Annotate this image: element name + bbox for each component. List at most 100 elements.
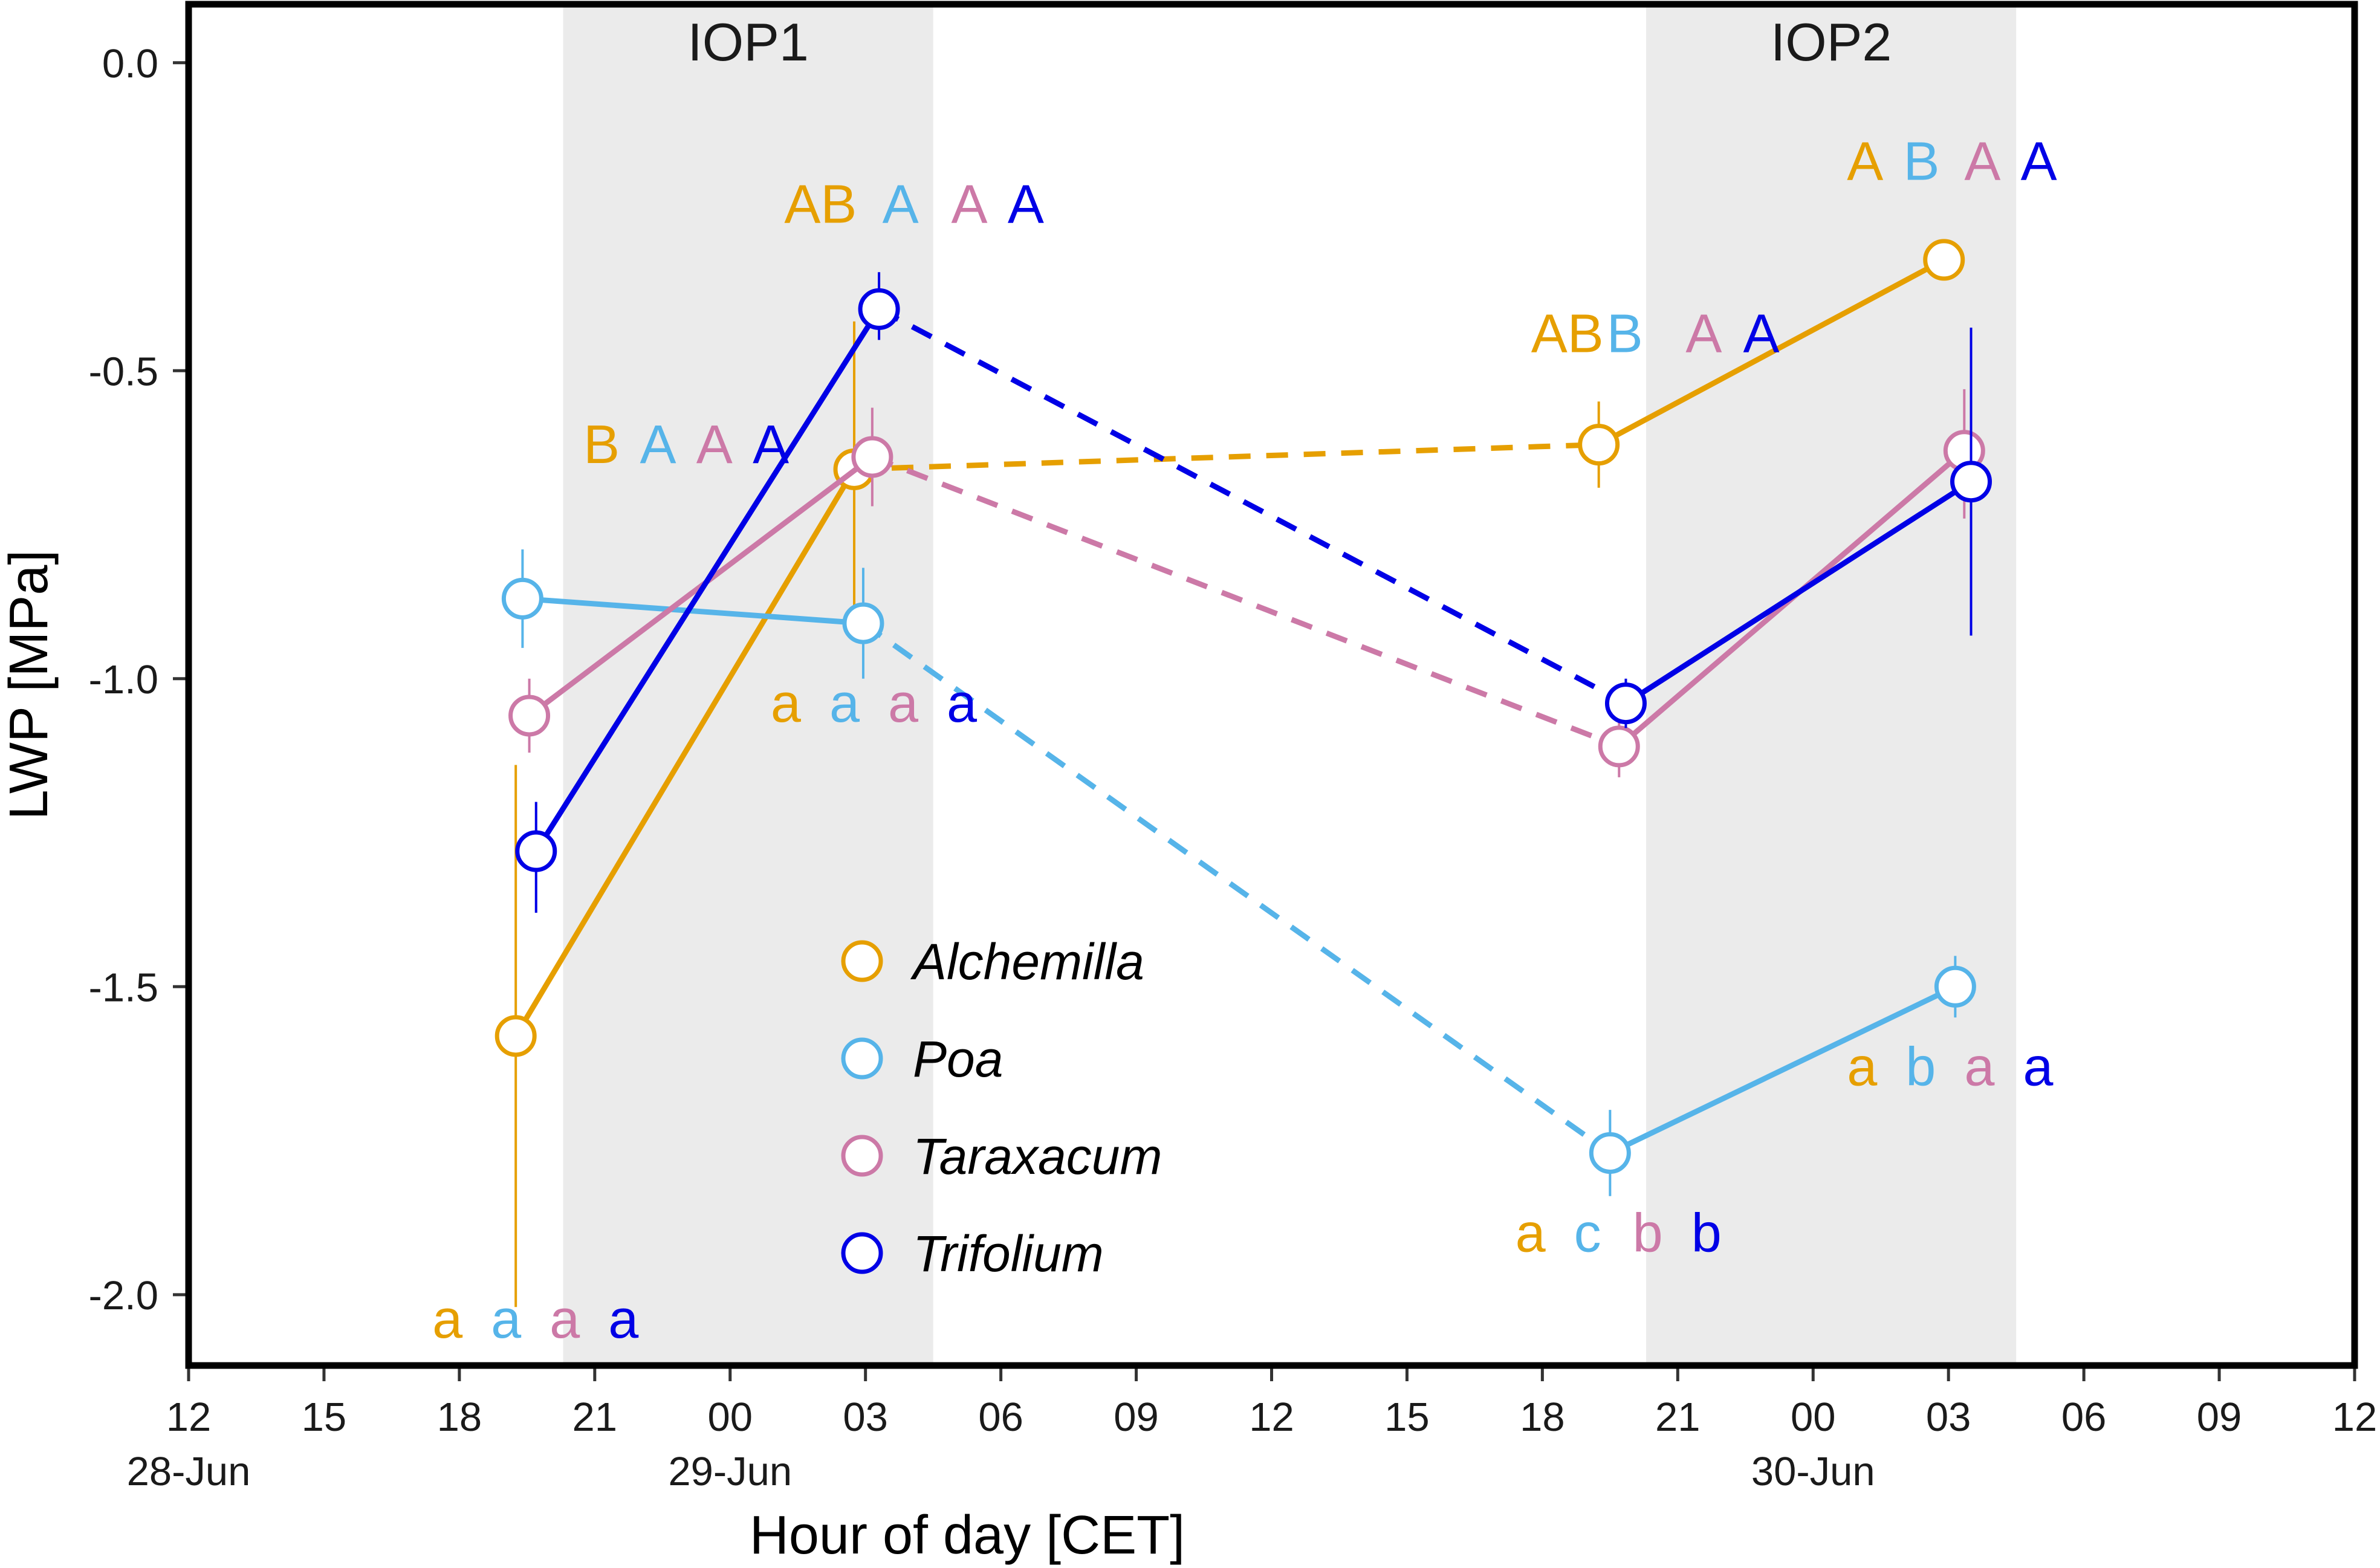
x-tick-label-8: 12 <box>1249 1395 1294 1440</box>
legend-marker-taraxacum <box>841 1135 883 1177</box>
x-tick-label-14: 06 <box>2061 1395 2107 1440</box>
significance-letters: B A A AAB A A AAB B A AA B A Aa a a aa a a aa c b ba b a a <box>432 131 2057 1350</box>
poa-point-0 <box>501 577 543 620</box>
lower-letter-0-2: a <box>550 1289 580 1350</box>
x-tick-label-1: 15 <box>302 1395 347 1440</box>
x-tick-label-9: 15 <box>1384 1395 1430 1440</box>
upper-letter-1-2: A <box>952 175 988 235</box>
iop1-label: IOP1 <box>687 12 809 72</box>
x-tick-label-2: 18 <box>437 1395 482 1440</box>
x-tick-label-6: 06 <box>978 1395 1023 1440</box>
lower-letter-3-2: a <box>1964 1037 1995 1097</box>
x-tick-label-5: 03 <box>843 1395 888 1440</box>
y-tick-label-3: -1.5 <box>89 965 158 1010</box>
alchemilla-point-3 <box>1923 239 1965 281</box>
upper-letter-0-3: A <box>753 415 789 475</box>
lower-letter-2-2: b <box>1633 1203 1663 1263</box>
plot-frame <box>185 1 2358 1369</box>
lower-letter-1-0: a <box>771 673 802 734</box>
y-axis-ticks: 0.0 -0.5 -1.0 -1.5 -2.0 <box>89 41 189 1318</box>
upper-letter-0-1: A <box>640 415 676 475</box>
y-axis-title: LWP [MPa] <box>0 550 59 820</box>
poa-point-3 <box>1934 965 1976 1008</box>
x-tick-label-11: 21 <box>1655 1395 1701 1440</box>
data-series <box>494 239 1993 1307</box>
lower-letter-1-3: a <box>947 673 978 734</box>
legend: Alchemilla Poa Taraxacum Trifolium <box>841 933 1162 1282</box>
upper-letter-1-0: AB <box>784 175 857 235</box>
date-label-30-jun: 30-Jun <box>1751 1449 1875 1494</box>
upper-letter-2-3: A <box>1743 304 1780 364</box>
lower-letter-3-3: a <box>2023 1037 2054 1097</box>
lower-letter-0-3: a <box>608 1289 639 1350</box>
trifolium-line-segment-1 <box>877 306 1627 706</box>
y-tick-label-0: 0.0 <box>102 41 158 86</box>
x-tick-label-16: 12 <box>2332 1395 2378 1440</box>
trifolium-line-segment-2 <box>1624 479 1973 706</box>
x-tick-label-12: 00 <box>1791 1395 1836 1440</box>
x-axis-ticks: 12 15 18 21 00 03 06 09 12 15 18 21 00 03 06 09 12 28-Jun… <box>127 1366 2378 1494</box>
x-tick-label-4: 00 <box>707 1395 753 1440</box>
upper-letter-3-3: A <box>2021 131 2057 192</box>
alchemilla-point-0 <box>494 1015 537 1057</box>
legend-label-taraxacum: Taraxacum <box>913 1128 1162 1185</box>
trifolium-line-segment-0 <box>533 308 881 853</box>
lower-letter-2-1: c <box>1574 1203 1601 1263</box>
legend-label-alchemilla: Alchemilla <box>910 933 1144 990</box>
taraxacum-point-2 <box>1598 725 1640 768</box>
legend-marker-trifolium <box>841 1232 883 1274</box>
poa-line-segment-1 <box>861 621 1612 1156</box>
lower-letter-1-1: a <box>829 673 860 734</box>
lower-letter-2-3: b <box>1691 1203 1722 1263</box>
date-label-29-jun: 29-Jun <box>668 1449 792 1494</box>
taraxacum-line-segment-1 <box>871 454 1620 750</box>
upper-letter-3-0: A <box>1847 131 1883 192</box>
poa-point-1 <box>842 602 884 644</box>
iop2-label: IOP2 <box>1771 12 1892 72</box>
x-tick-label-15: 09 <box>2197 1395 2242 1440</box>
upper-letter-0-0: B <box>583 415 620 475</box>
x-tick-label-13: 03 <box>1926 1395 1971 1440</box>
lower-letter-0-0: a <box>432 1289 463 1350</box>
trifolium-point-2 <box>1604 682 1647 725</box>
x-tick-label-3: 21 <box>572 1395 618 1440</box>
alchemilla-point-2 <box>1578 424 1620 466</box>
alchemilla-line-segment-0 <box>513 468 857 1038</box>
upper-letter-1-1: A <box>883 175 919 235</box>
lower-letter-0-1: a <box>491 1289 522 1350</box>
y-tick-label-2: -1.0 <box>89 657 158 702</box>
date-label-28-jun: 28-Jun <box>127 1449 251 1494</box>
lower-letter-3-0: a <box>1847 1037 1878 1097</box>
lower-letter-3-1: b <box>1905 1037 1936 1097</box>
lower-letter-2-0: a <box>1516 1203 1546 1263</box>
iop2-band <box>1646 4 2017 1366</box>
alchemilla-line-segment-1 <box>854 442 1599 472</box>
y-tick-label-1: -0.5 <box>89 349 158 394</box>
taraxacum-point-1 <box>851 436 893 478</box>
trifolium-point-3 <box>1950 461 1993 503</box>
trifolium-point-0 <box>515 830 557 872</box>
upper-letter-3-1: B <box>1904 131 1940 192</box>
upper-letter-1-3: A <box>1008 175 1044 235</box>
legend-marker-alchemilla <box>841 940 883 982</box>
upper-letter-2-2: A <box>1685 304 1722 364</box>
trifolium-point-1 <box>858 288 900 330</box>
x-tick-label-0: 12 <box>166 1395 212 1440</box>
y-tick-label-4: -2.0 <box>89 1273 158 1318</box>
upper-letter-2-1: B <box>1607 304 1643 364</box>
legend-label-poa: Poa <box>913 1031 1003 1087</box>
upper-letter-2-0: AB <box>1531 304 1604 364</box>
legend-marker-poa <box>841 1037 883 1080</box>
x-axis-title: Hour of day [CET] <box>750 1505 1185 1566</box>
legend-label-trifolium: Trifolium <box>913 1225 1104 1282</box>
poa-line-segment-0 <box>522 595 864 626</box>
alchemilla-line-segment-2 <box>1597 257 1945 447</box>
lower-letter-1-2: a <box>888 673 919 734</box>
upper-letter-3-2: A <box>1964 131 2000 192</box>
iop-shaded-bands: IOP1 IOP2 <box>563 4 2017 1366</box>
taraxacum-point-0 <box>508 695 551 737</box>
poa-point-2 <box>1589 1132 1631 1174</box>
poa-line-segment-2 <box>1609 984 1957 1156</box>
x-tick-label-10: 18 <box>1520 1395 1565 1440</box>
